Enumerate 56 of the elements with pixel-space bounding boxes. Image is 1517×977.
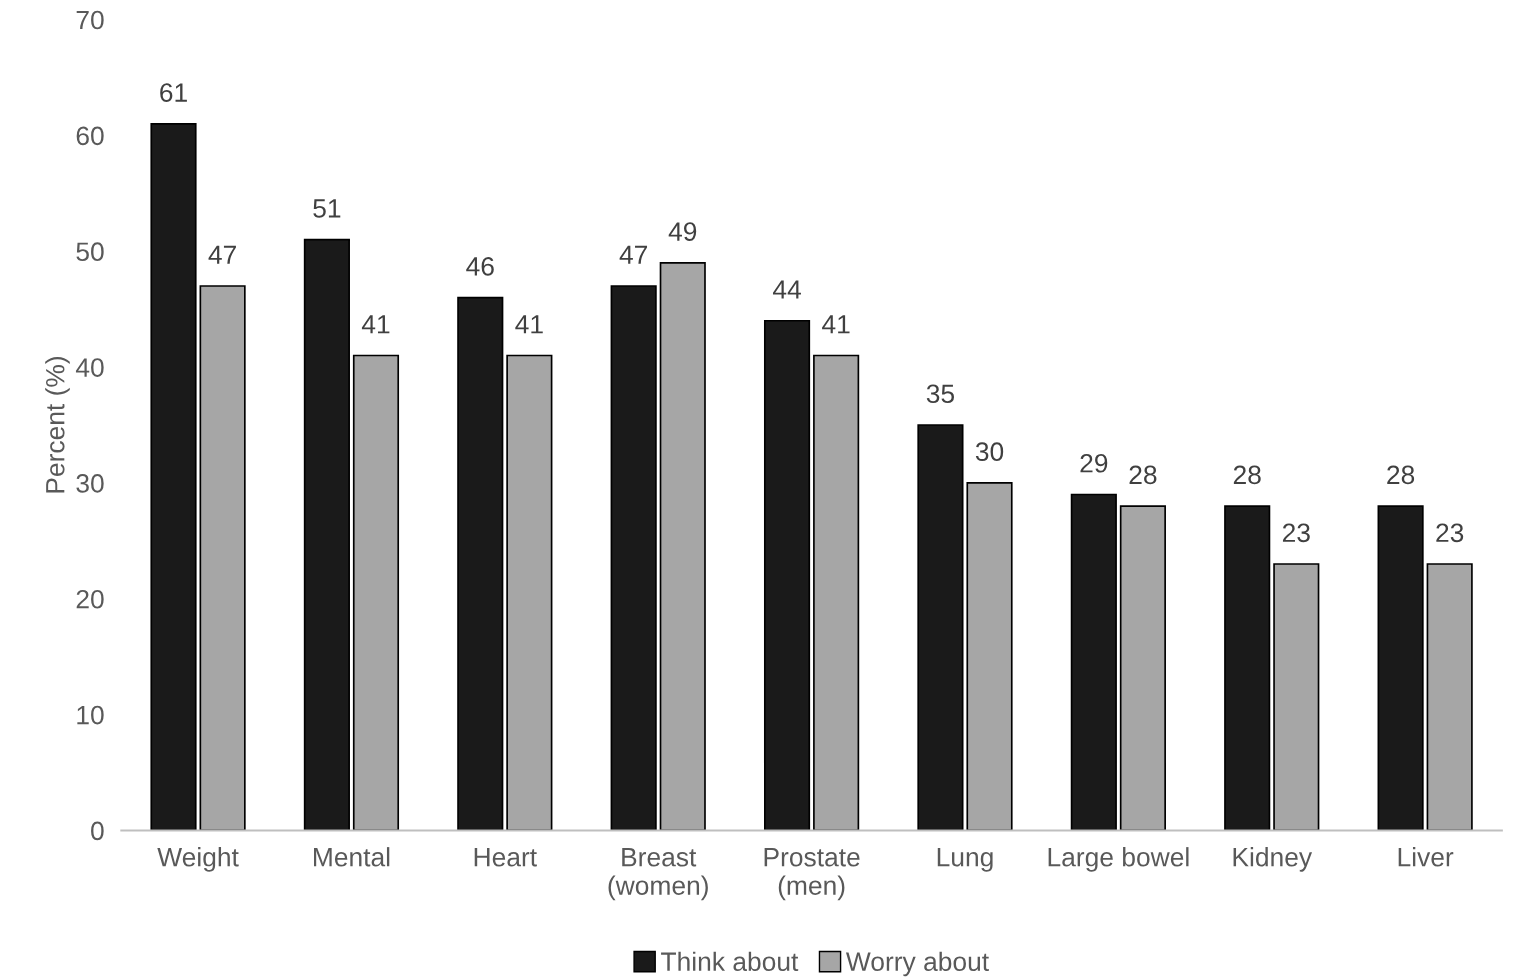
data-label: 28: [1233, 465, 1261, 485]
bar: [1119, 505, 1166, 831]
bar: [813, 354, 860, 831]
data-label: 47: [208, 245, 236, 264]
x-tick-label: Mental: [314, 847, 390, 867]
data-label: 35: [926, 384, 955, 404]
bar: [610, 285, 657, 831]
x-tick-label: Large bowel: [1048, 847, 1189, 872]
x-tick-label: Kidney: [1233, 847, 1313, 872]
y-tick-label: 50: [76, 242, 104, 262]
bar: [1377, 505, 1424, 831]
legend-label: Worry about: [845, 951, 989, 977]
x-tick-label: Lung: [937, 848, 993, 872]
data-label: 61: [160, 83, 187, 102]
y-tick-label: 30: [76, 474, 104, 493]
y-tick-label: 60: [76, 126, 104, 146]
y-tick-label: 10: [77, 705, 104, 725]
data-label: 41: [515, 315, 543, 334]
data-label: 49: [668, 222, 697, 241]
data-label: 46: [466, 257, 494, 276]
x-tick-label: Liver: [1398, 847, 1454, 867]
legend-label: Think about: [661, 951, 799, 972]
bar: [1070, 493, 1117, 831]
bar: [1224, 505, 1271, 831]
y-tick-label: 40: [75, 358, 104, 377]
data-label: 28: [1387, 465, 1415, 485]
bar: [199, 285, 246, 831]
data-label: 30: [975, 442, 1004, 462]
data-label: 41: [361, 315, 390, 334]
bar: [1426, 563, 1473, 831]
bar: [659, 261, 706, 831]
x-tick-label: Prostate (men): [764, 848, 860, 901]
data-label: 28: [1129, 465, 1157, 485]
x-tick-label: Breast (women): [608, 848, 708, 901]
bar: [352, 354, 400, 831]
data-label: 44: [772, 280, 801, 299]
data-label: 29: [1080, 453, 1108, 473]
data-label: 41: [822, 315, 850, 334]
bar: [763, 319, 811, 831]
y-axis-title: Percent (%): [45, 356, 70, 493]
data-label: 47: [619, 245, 648, 264]
data-label: 23: [1282, 523, 1310, 543]
bar: [506, 354, 553, 831]
bar: [966, 482, 1013, 831]
bar: [457, 296, 504, 831]
bar: [150, 122, 197, 831]
x-tick-label: Weight: [157, 847, 239, 872]
y-tick-label: 70: [76, 10, 104, 30]
bar: [303, 238, 350, 831]
data-label: 51: [313, 199, 341, 218]
bar: [917, 424, 964, 831]
bar: [1273, 563, 1320, 831]
y-tick-label: 20: [76, 589, 104, 609]
data-label: 23: [1436, 523, 1464, 543]
x-tick-label: Heart: [474, 848, 537, 867]
y-tick-label: 0: [91, 821, 104, 841]
